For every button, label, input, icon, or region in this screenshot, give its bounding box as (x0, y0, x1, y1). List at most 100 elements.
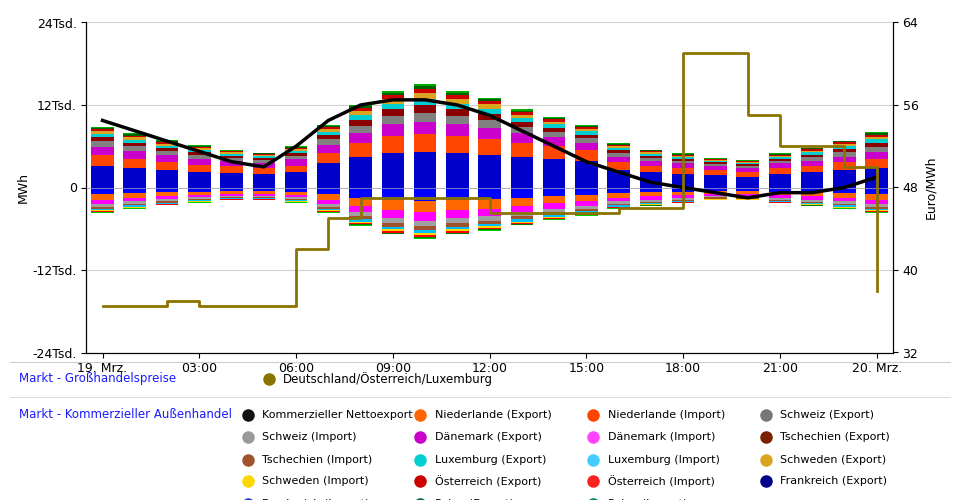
Bar (124, 138, 146, 140)
Bar (736, 164, 759, 166)
Bar (769, 188, 791, 192)
Bar (704, 198, 727, 199)
Bar (608, 146, 630, 148)
Bar (801, 196, 824, 200)
Bar (478, 154, 501, 188)
Bar (801, 192, 824, 196)
Bar (414, 112, 437, 122)
Bar (639, 166, 662, 172)
Bar (156, 144, 179, 146)
Bar (317, 132, 340, 135)
Bar (188, 146, 210, 147)
Bar (865, 210, 888, 211)
Bar (317, 211, 340, 212)
Bar (252, 160, 276, 163)
Bar (317, 209, 340, 210)
Bar (91, 126, 114, 128)
Bar (511, 188, 533, 198)
Bar (511, 122, 533, 127)
Bar (220, 158, 243, 160)
Bar (639, 154, 662, 156)
Bar (252, 191, 276, 194)
Bar (542, 204, 565, 209)
Bar (478, 209, 501, 216)
Bar (801, 152, 824, 154)
Bar (220, 198, 243, 199)
Bar (252, 154, 276, 155)
Bar (317, 124, 340, 126)
Bar (349, 225, 372, 226)
Bar (704, 188, 727, 191)
Bar (801, 188, 824, 192)
Bar (833, 156, 855, 162)
Bar (608, 206, 630, 208)
Bar (252, 174, 276, 188)
Bar (414, 89, 437, 94)
Bar (542, 120, 565, 122)
Bar (769, 198, 791, 200)
Bar (801, 202, 824, 203)
Bar (252, 168, 276, 174)
Bar (124, 198, 146, 201)
Bar (542, 132, 565, 138)
Bar (188, 195, 210, 198)
Bar (736, 191, 759, 194)
Bar (801, 154, 824, 157)
Bar (285, 166, 307, 172)
Bar (349, 216, 372, 220)
Bar (833, 152, 855, 156)
Bar (446, 109, 468, 116)
Bar (575, 209, 598, 212)
Bar (285, 146, 307, 148)
Bar (188, 165, 210, 172)
Bar (414, 84, 437, 86)
Bar (833, 204, 855, 206)
Bar (156, 151, 179, 155)
Bar (575, 162, 598, 188)
Bar (124, 193, 146, 198)
Text: Luxemburg (Import): Luxemburg (Import) (608, 455, 720, 465)
Bar (349, 206, 372, 212)
Bar (414, 122, 437, 134)
Bar (704, 160, 727, 161)
Bar (639, 156, 662, 158)
Bar (672, 168, 694, 174)
Bar (639, 192, 662, 196)
Bar (349, 116, 372, 120)
Bar (736, 168, 759, 172)
Bar (672, 192, 694, 195)
Bar (124, 201, 146, 203)
Bar (349, 223, 372, 224)
Bar (511, 222, 533, 223)
Bar (608, 150, 630, 153)
Text: Kommerzieller Nettoexport: Kommerzieller Nettoexport (262, 410, 413, 420)
Bar (575, 213, 598, 214)
Bar (285, 200, 307, 202)
Bar (478, 230, 501, 231)
Bar (865, 133, 888, 134)
Bar (801, 204, 824, 205)
Bar (736, 188, 759, 191)
Bar (91, 204, 114, 207)
Bar (639, 188, 662, 192)
Bar (124, 206, 146, 208)
Bar (381, 153, 404, 188)
Bar (511, 143, 533, 156)
Bar (317, 126, 340, 127)
Bar (608, 201, 630, 203)
Bar (414, 105, 437, 112)
Bar (542, 218, 565, 220)
Bar (91, 209, 114, 210)
Bar (639, 172, 662, 188)
Bar (865, 211, 888, 212)
Text: Deutschland/Österreich/Luxemburg: Deutschland/Österreich/Luxemburg (283, 372, 493, 386)
Bar (414, 201, 437, 212)
Bar (188, 158, 210, 165)
Bar (414, 238, 437, 239)
Bar (608, 170, 630, 188)
Bar (91, 207, 114, 209)
Bar (381, 91, 404, 93)
Bar (511, 112, 533, 114)
Bar (833, 198, 855, 201)
Bar (220, 160, 243, 166)
